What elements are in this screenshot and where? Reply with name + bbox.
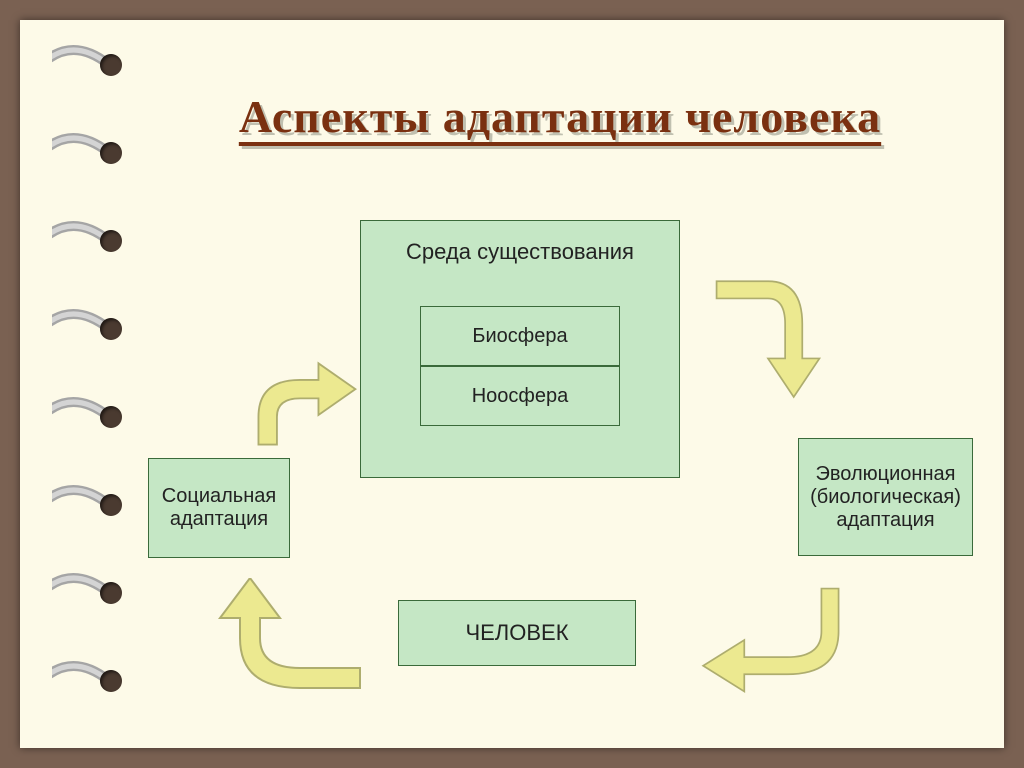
box-human: ЧЕЛОВЕК (398, 600, 636, 666)
box-evolutionary-label: Эволюционная(биологическая)адаптация (810, 463, 961, 532)
slide-title: Аспекты адаптации человека (140, 90, 980, 143)
arrow-human-to-soc (190, 578, 370, 698)
arrow-evo-to-human (680, 580, 860, 700)
arrow-env-to-evo (708, 262, 828, 412)
arrow-soc-to-env (240, 348, 360, 458)
box-evolutionary: Эволюционная(биологическая)адаптация (798, 438, 973, 556)
box-social: Социальнаяадаптация (148, 458, 290, 558)
box-biosphere: Биосфера (420, 306, 620, 366)
box-human-label: ЧЕЛОВЕК (465, 620, 568, 646)
box-biosphere-label: Биосфера (472, 325, 567, 348)
slide-page: Аспекты адаптации человека Среда существ… (20, 20, 1004, 748)
box-noosphere-label: Ноосфера (472, 385, 569, 408)
box-noosphere: Ноосфера (420, 366, 620, 426)
box-social-label: Социальнаяадаптация (162, 485, 276, 531)
box-environment-label: Среда существования (406, 239, 634, 265)
